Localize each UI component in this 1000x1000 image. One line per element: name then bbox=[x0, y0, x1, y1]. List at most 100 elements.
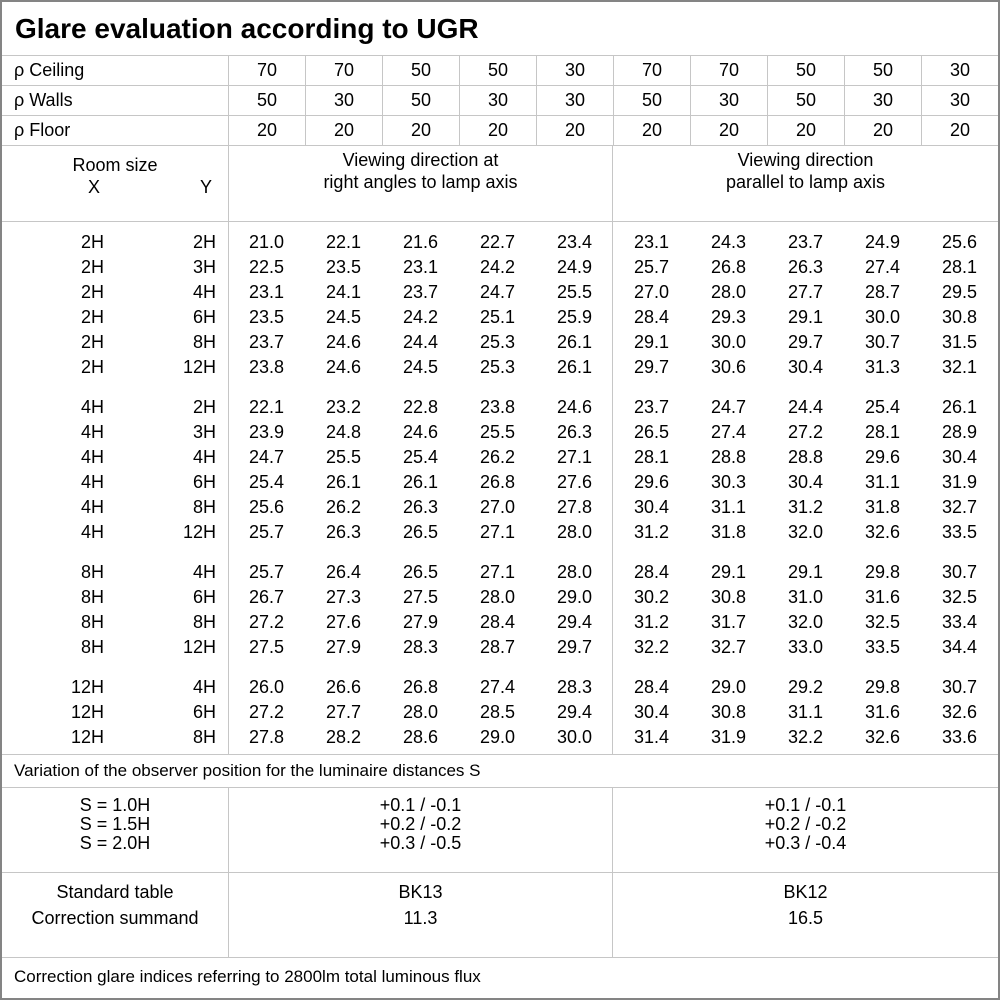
ugr-value: 26.0 bbox=[248, 677, 285, 697]
ugr-value: 27.8 bbox=[248, 727, 285, 747]
room-size-y: 12H bbox=[182, 357, 216, 377]
reflectance-value: 20 bbox=[305, 116, 382, 145]
ugr-value: 27.7 bbox=[325, 702, 362, 722]
ugr-value: 31.7 bbox=[710, 612, 747, 632]
ugr-value: 28.6 bbox=[402, 727, 439, 747]
s-label-2: S = 1.5H bbox=[79, 814, 151, 834]
ugr-value: 25.4 bbox=[248, 472, 285, 492]
reflectance-row: ρ Ceiling 70 70 50 50 30 70 70 50 50 30 bbox=[2, 56, 998, 86]
ugr-value: 23.4 bbox=[556, 232, 593, 252]
ugr-value: 27.4 bbox=[864, 257, 901, 277]
ugr-value: 31.1 bbox=[710, 497, 747, 517]
ugr-value: 26.1 bbox=[402, 472, 439, 492]
reflectance-value: 20 bbox=[613, 116, 690, 145]
table-row: 4H 8H 25.6 26.2 26.3 27.0 27.8 30.4 31.1 31.2 31.8… bbox=[2, 495, 998, 520]
ugr-value: 25.7 bbox=[248, 562, 285, 582]
ugr-value: 27.9 bbox=[325, 637, 362, 657]
ugr-value: 27.1 bbox=[479, 522, 516, 542]
ugr-value: 24.5 bbox=[402, 357, 439, 377]
ugr-value: 23.5 bbox=[325, 257, 362, 277]
ugr-value: 28.8 bbox=[787, 447, 824, 467]
ugr-value: 34.4 bbox=[941, 637, 978, 657]
ugr-value: 25.7 bbox=[248, 522, 285, 542]
ugr-value: 23.7 bbox=[787, 232, 824, 252]
ugr-value: 23.8 bbox=[479, 397, 516, 417]
room-size-y: 4H bbox=[192, 447, 216, 467]
room-size-x: 8H bbox=[80, 637, 104, 657]
table-row: 4H 4H 24.7 25.5 25.4 26.2 27.1 28.1 28.8 28.8 29.6… bbox=[2, 445, 998, 470]
s-group1-value-2: +0.2 / -0.2 bbox=[379, 814, 462, 834]
ugr-value: 30.2 bbox=[633, 587, 670, 607]
ugr-value: 28.9 bbox=[941, 422, 978, 442]
room-size-y: 2H bbox=[192, 232, 216, 252]
reflectance-value: 70 bbox=[613, 56, 690, 85]
ugr-value: 24.2 bbox=[402, 307, 439, 327]
ugr-value: 24.2 bbox=[479, 257, 516, 277]
ugr-value: 31.9 bbox=[941, 472, 978, 492]
ugr-value: 24.1 bbox=[325, 282, 362, 302]
ugr-value: 27.2 bbox=[248, 702, 285, 722]
ugr-value: 25.4 bbox=[864, 397, 901, 417]
ugr-value: 27.5 bbox=[248, 637, 285, 657]
ugr-value: 27.0 bbox=[633, 282, 670, 302]
reflectance-value: 20 bbox=[767, 116, 844, 145]
room-size-x: 4H bbox=[80, 522, 104, 542]
ugr-value: 32.2 bbox=[633, 637, 670, 657]
reflectance-value: 50 bbox=[459, 56, 536, 85]
reflectance-value: 50 bbox=[228, 86, 305, 115]
room-size-x: 2H bbox=[80, 257, 104, 277]
ugr-value: 24.4 bbox=[402, 332, 439, 352]
ugr-value: 26.8 bbox=[402, 677, 439, 697]
ugr-value: 33.0 bbox=[787, 637, 824, 657]
ugr-value: 29.7 bbox=[556, 637, 593, 657]
room-size-header-cell: Room size X Y bbox=[2, 146, 228, 221]
y-column-header: Y bbox=[199, 177, 212, 197]
room-size-y: 6H bbox=[192, 307, 216, 327]
table-header-row: Room size X Y Viewing direction at right… bbox=[2, 146, 998, 222]
page-title: Glare evaluation according to UGR bbox=[15, 12, 479, 44]
standard-table-section: Standard table Correction summand BK13 1… bbox=[2, 873, 998, 958]
variation-note-text: Variation of the observer position for t… bbox=[14, 761, 481, 780]
ugr-data-area: 2H 2H 21.0 22.1 21.6 22.7 23.4 23.1 24.3 23.7 24.9… bbox=[2, 222, 998, 755]
room-size-y: 6H bbox=[192, 587, 216, 607]
room-size-y: 3H bbox=[192, 422, 216, 442]
ugr-value: 31.0 bbox=[787, 587, 824, 607]
table-row: 2H 3H 22.5 23.5 23.1 24.2 24.9 25.7 26.8 26.3 27.4… bbox=[2, 255, 998, 280]
room-size-y: 4H bbox=[192, 282, 216, 302]
ugr-value: 23.7 bbox=[248, 332, 285, 352]
ugr-value: 30.7 bbox=[864, 332, 901, 352]
ugr-value: 29.3 bbox=[710, 307, 747, 327]
s-group1-value-1: +0.1 / -0.1 bbox=[379, 795, 462, 815]
ugr-value: 29.0 bbox=[710, 677, 747, 697]
ugr-value: 29.0 bbox=[556, 587, 593, 607]
table-row: 2H 8H 23.7 24.6 24.4 25.3 26.1 29.1 30.0 29.7 30.7… bbox=[2, 330, 998, 355]
ugr-value: 25.3 bbox=[479, 332, 516, 352]
ugr-value: 28.4 bbox=[633, 307, 670, 327]
reflectance-value: 70 bbox=[228, 56, 305, 85]
standard-values-group2: BK12 16.5 bbox=[612, 873, 998, 957]
ugr-value: 26.3 bbox=[325, 522, 362, 542]
ugr-value: 24.6 bbox=[556, 397, 593, 417]
ugr-value: 33.4 bbox=[941, 612, 978, 632]
ugr-value: 22.1 bbox=[325, 232, 362, 252]
table-row: 2H 12H 23.8 24.6 24.5 25.3 26.1 29.7 30.6 30.4 31.… bbox=[2, 355, 998, 380]
group1-header: Viewing direction at right angles to lam… bbox=[228, 146, 612, 221]
ugr-value: 32.6 bbox=[864, 522, 901, 542]
reflectance-value: 50 bbox=[382, 86, 459, 115]
reflectance-value: 70 bbox=[690, 56, 767, 85]
room-size-x: 8H bbox=[80, 587, 104, 607]
ugr-value: 29.1 bbox=[787, 562, 824, 582]
ugr-value: 27.3 bbox=[325, 587, 362, 607]
ugr-value: 27.0 bbox=[479, 497, 516, 517]
ugr-value: 24.6 bbox=[402, 422, 439, 442]
ugr-value: 30.8 bbox=[941, 307, 978, 327]
ugr-value: 23.1 bbox=[402, 257, 439, 277]
footer-note-text: Correction glare indices referring to 28… bbox=[14, 967, 481, 986]
reflectance-value: 20 bbox=[382, 116, 459, 145]
ugr-value: 28.0 bbox=[710, 282, 747, 302]
ugr-value: 30.7 bbox=[941, 677, 978, 697]
reflectance-value: 70 bbox=[305, 56, 382, 85]
ugr-value: 28.1 bbox=[864, 422, 901, 442]
ugr-value: 25.6 bbox=[248, 497, 285, 517]
ugr-value: 30.4 bbox=[941, 447, 978, 467]
